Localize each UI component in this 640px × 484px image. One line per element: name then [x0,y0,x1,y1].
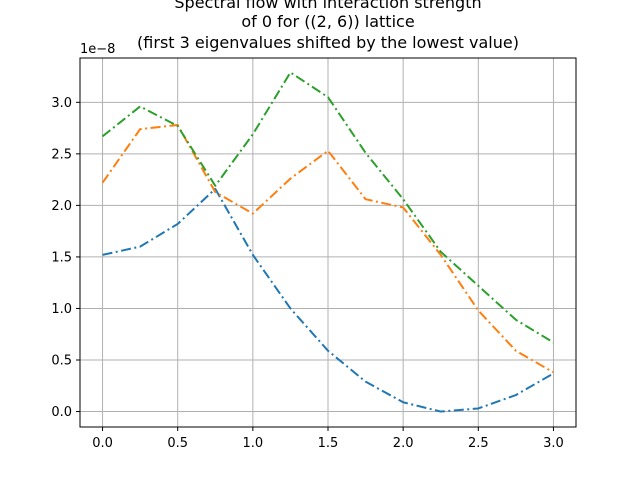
x-tick-label: 2.0 [393,436,414,451]
chart-title-line-2: of 0 for ((2, 6)) lattice [241,12,414,31]
tick-marks: 0.0 0.5 1.0 1.5 2.0 2.5 3.0 0.0 0.5 1.0 1.5 2.0 2.5 3… [51,96,563,451]
y-axis-offset-label: 1e−8 [80,42,115,57]
chart-title: Spectral flow with interaction strength … [137,0,519,52]
y-tick-label: 3.0 [51,96,72,111]
chart-title-line-3: (first 3 eigenvalues shifted by the lowe… [137,33,519,52]
y-tick-label: 1.5 [51,250,72,265]
chart-title-line-1: Spectral flow with interaction strength [174,0,481,12]
x-tick-label: 1.0 [243,436,264,451]
y-tick-label: 0.0 [51,405,72,420]
x-tick-label: 0.0 [92,436,113,451]
x-tick-label: 1.5 [318,436,339,451]
y-tick-label: 1.0 [51,302,72,317]
x-tick-label: 3.0 [543,436,564,451]
y-tick-label: 0.5 [51,354,72,369]
x-tick-label: 0.5 [167,436,188,451]
x-tick-label: 2.5 [468,436,489,451]
gridlines [80,58,576,427]
y-tick-label: 2.5 [51,147,72,162]
series-line-3 [101,71,554,344]
y-tick-label: 2.0 [51,199,72,214]
series-line-1 [102,187,554,413]
series-lines [101,71,554,413]
